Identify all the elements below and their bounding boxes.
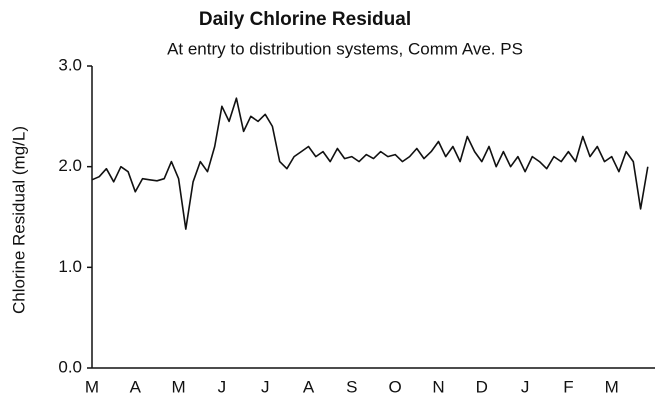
x-tick-label: J [521,377,530,396]
x-tick-label: A [130,377,142,396]
y-tick-label: 2.0 [58,156,82,175]
x-tick-label: J [218,377,227,396]
x-tick-label: M [85,377,99,396]
chart-title: Daily Chlorine Residual [199,9,411,30]
x-tick-label: S [346,377,357,396]
y-tick-label: 0.0 [58,357,82,376]
x-tick-label: O [389,377,402,396]
y-tick-label: 3.0 [58,55,82,74]
chart-subtitle: At entry to distribution systems, Comm A… [167,39,523,58]
x-tick-label: F [563,377,573,396]
x-tick-label: J [261,377,270,396]
x-tick-label: D [476,377,488,396]
data-line [91,97,649,230]
y-axis-label: Chlorine Residual (mg/L) [9,126,28,314]
x-tick-label: A [303,377,315,396]
x-tick-label: N [432,377,444,396]
x-tick-label: M [605,377,619,396]
y-tick-label: 1.0 [58,257,82,276]
x-tick-label: M [172,377,186,396]
